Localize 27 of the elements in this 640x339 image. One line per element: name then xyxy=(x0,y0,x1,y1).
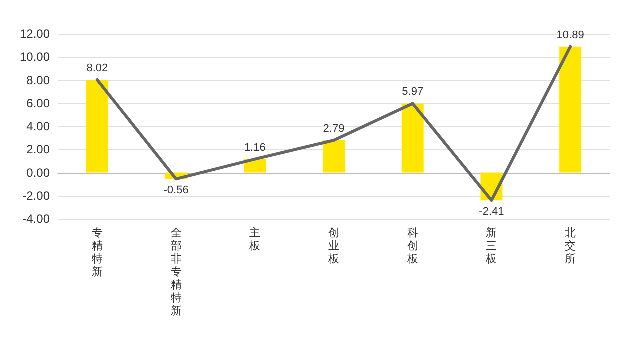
data-label: -0.56 xyxy=(164,184,189,197)
x-tick-label: 主板 xyxy=(248,226,261,252)
x-tick-label: 创业板 xyxy=(328,228,340,266)
data-label: 8.02 xyxy=(86,62,108,75)
data-label: 10.89 xyxy=(556,29,584,42)
x-tick-label: 新三板 xyxy=(485,226,498,266)
y-tick-label: -2.00 xyxy=(22,188,50,203)
bar xyxy=(86,80,108,173)
data-label: 2.79 xyxy=(323,122,345,135)
x-tick-label: 全部非专精特新 xyxy=(170,228,182,318)
bar xyxy=(323,140,345,173)
y-tick-label: -4.00 xyxy=(22,212,50,226)
data-label: 1.16 xyxy=(244,142,266,154)
bar xyxy=(402,104,424,173)
y-tick-label: 12.00 xyxy=(20,27,50,41)
y-tick-label: 2.00 xyxy=(26,142,50,157)
y-tick-label: 10.00 xyxy=(20,50,50,64)
y-tick-label: 0.00 xyxy=(26,166,50,180)
x-tick-label: 北交所 xyxy=(565,226,576,266)
y-tick-label: 4.00 xyxy=(26,120,50,134)
data-label: 5.97 xyxy=(402,86,424,98)
x-tick-label: 专精特新 xyxy=(92,226,103,278)
data-label: -2.41 xyxy=(479,206,504,218)
x-tick-label: 科创板 xyxy=(406,228,418,266)
y-tick-label: 8.00 xyxy=(26,73,50,88)
bar xyxy=(560,46,582,173)
y-tick-label: 6.00 xyxy=(26,96,50,110)
